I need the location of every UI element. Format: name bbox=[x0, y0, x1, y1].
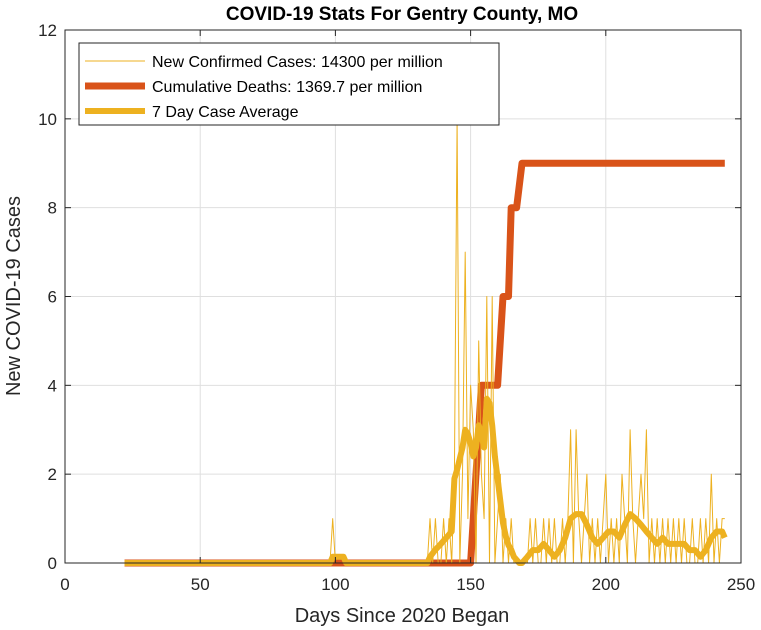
y-tick-label: 6 bbox=[48, 288, 57, 307]
series-new-confirmed-cases bbox=[124, 118, 725, 564]
x-tick-label: 200 bbox=[592, 575, 620, 594]
x-tick-label: 100 bbox=[321, 575, 349, 594]
y-tick-label: 4 bbox=[48, 376, 57, 395]
y-axis-label: New COVID-19 Cases bbox=[3, 196, 25, 396]
series-7-day-average bbox=[124, 395, 728, 566]
y-tick-label: 10 bbox=[38, 110, 57, 129]
chart-title: COVID-19 Stats For Gentry County, MO bbox=[226, 4, 578, 25]
x-tick-label: 150 bbox=[456, 575, 484, 594]
y-tick-label: 2 bbox=[48, 465, 57, 484]
legend-label-new-cases: New Confirmed Cases: 14300 per million bbox=[152, 54, 443, 71]
ticks: 0 50 100 150 200 250 0 2 4 6 8 10 12 bbox=[38, 21, 755, 594]
x-tick-label: 250 bbox=[727, 575, 755, 594]
legend-label-cumulative-deaths: Cumulative Deaths: 1369.7 per million bbox=[152, 79, 422, 96]
x-axis-label: Days Since 2020 Began bbox=[295, 605, 510, 627]
y-tick-label: 8 bbox=[48, 199, 57, 218]
legend: New Confirmed Cases: 14300 per million C… bbox=[78, 42, 500, 126]
y-tick-label: 0 bbox=[48, 554, 57, 573]
y-tick-label: 12 bbox=[38, 21, 57, 40]
x-tick-label: 0 bbox=[60, 575, 69, 594]
x-tick-label: 50 bbox=[191, 575, 210, 594]
legend-box bbox=[78, 42, 500, 126]
legend-label-7-day-average: 7 Day Case Average bbox=[152, 104, 299, 121]
